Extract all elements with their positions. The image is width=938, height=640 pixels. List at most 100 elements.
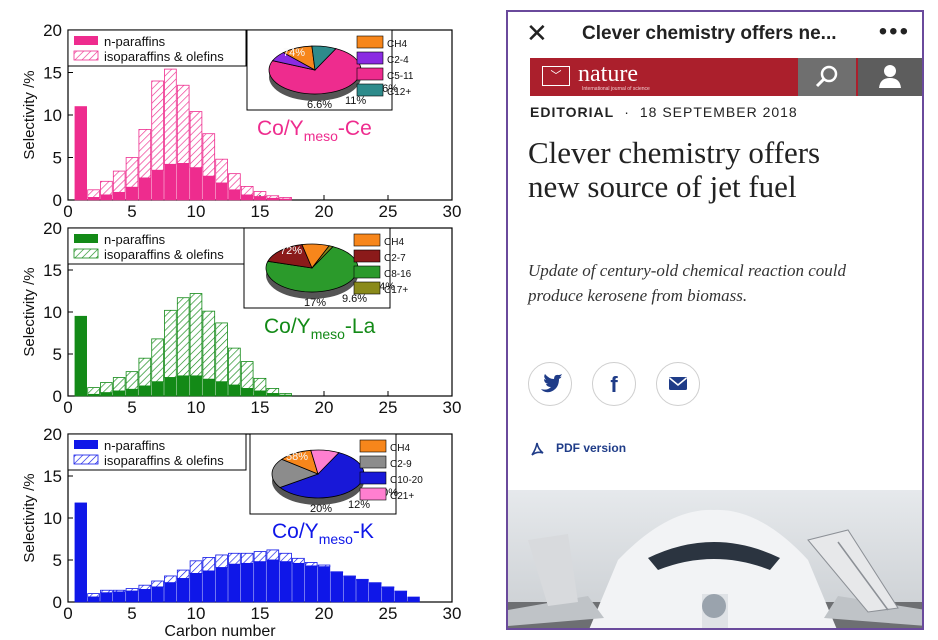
chart-panel-ce: 0 5 10 15 20 0 5 10 15 20 25 30 Selectivity /% n-para… [21,21,461,221]
pie-percent-label: 20% [310,503,332,515]
pie-legend-swatch [353,281,381,295]
x-tick-label: 15 [251,398,270,417]
bar-isoparaffins-olefins [279,552,292,563]
bar-n-paraffins [266,559,279,603]
pie-slice-c2-9 [271,458,320,488]
bar-n-paraffins [100,194,113,201]
x-tick-label: 30 [443,398,462,417]
bar-n-paraffins [100,392,113,397]
y-axis-label: Selectivity /% [21,267,38,356]
pie-legend-swatch [359,439,387,453]
y-tick-label: 20 [43,425,62,444]
legend-label-n-paraffins: n-paraffins [104,438,166,453]
x-tick-label: 5 [127,202,136,221]
bar-isoparaffins-olefins [381,586,395,589]
bar-n-paraffins [292,563,305,603]
phone-screenshot: ✕ Clever chemistry offers ne... ••• ﹀ na… [506,10,924,630]
pie-legend-label: C12+ [387,87,411,98]
legend-swatch-isoparaffins [73,248,99,259]
y-tick-label: 5 [53,551,62,570]
pdf-version-link[interactable]: PDF version [528,440,626,458]
pie-legend-swatch [359,471,387,485]
nature-logo[interactable]: nature [578,61,638,87]
bar-isoparaffins-olefins [87,189,100,198]
pie-legend-swatch [353,249,381,263]
pie-slice-c12plus [311,45,337,71]
bar-n-paraffins [164,377,177,397]
x-tick-label: 0 [63,398,72,417]
bar-n-paraffins [164,582,177,603]
bar-isoparaffins-olefins [176,297,190,377]
account-button[interactable] [858,58,922,96]
page-title: Clever chemistry offers ne... [582,23,837,44]
pie-legend-swatch [356,35,384,49]
x-tick-label: 25 [379,398,398,417]
share-email-button[interactable] [656,362,700,406]
search-button[interactable] [798,58,856,96]
legend-label-n-paraffins: n-paraffins [104,34,166,49]
bar-isoparaffins-olefins [112,377,126,392]
x-tick-label: 25 [379,604,398,623]
bar-n-paraffins [87,596,100,603]
pie-legend-swatch [356,67,384,81]
bar-n-paraffins [113,390,126,397]
bar-n-paraffins [253,196,267,201]
logo-tagline: International journal of science [582,86,650,92]
close-icon[interactable]: ✕ [526,18,548,48]
chart-panel-k: 0 5 10 15 20 0 5 10 15 20 25 30 Selectivity /% Carbon… [21,425,461,640]
bar-isoparaffins-olefins [240,185,254,196]
pie-percent-label: 11% [345,95,366,107]
nature-navbar: ﹀ nature International journal of scienc… [530,58,922,96]
article-hero-photo [508,490,922,628]
bar-isoparaffins-olefins [215,158,228,184]
share-facebook-button[interactable]: f [592,362,636,406]
pie-percent-label: 74% [283,47,305,59]
bar-isoparaffins-olefins [253,191,267,197]
article-kicker: EDITORIAL · 18 SEPTEMBER 2018 [530,104,798,120]
pdf-version-label: PDF version [556,441,627,456]
bar-n-paraffins [241,388,254,397]
pie-legend-swatch [353,265,381,279]
email-icon [668,377,688,390]
pie-legend-label: CH4 [387,39,407,50]
bar-n-paraffins [215,182,228,201]
bar-isoparaffins-olefins [279,393,292,396]
bar-n-paraffins [317,566,331,603]
x-tick-label: 10 [187,604,206,623]
bar-isoparaffins-olefins [151,338,164,383]
bar-n-paraffins [215,381,228,397]
pie-legend-label: C8-16 [384,269,412,280]
y-tick-label: 10 [43,303,62,322]
legend-frame [67,29,247,67]
y-axis-label: Selectivity /% [21,70,38,159]
y-tick-label: 15 [43,64,62,83]
bar-n-paraffins [151,586,164,603]
x-tick-label: 0 [63,604,72,623]
y-tick-label: 15 [43,467,62,486]
x-tick-label: 0 [63,202,72,221]
x-tick-label: 15 [251,202,270,221]
bar-n-paraffins [202,378,215,397]
bar-isoparaffins-olefins [87,387,100,395]
legend-label-isoparaffins: isoparaffins & olefins [104,49,224,64]
y-tick-label: 10 [43,509,62,528]
legend-label-n-paraffins: n-paraffins [104,232,166,247]
bar-n-paraffins [164,164,177,201]
share-twitter-button[interactable] [528,362,572,406]
x-tick-label: 25 [379,202,398,221]
y-tick-label: 0 [53,387,62,406]
bar-n-paraffins [241,563,254,603]
bar-isoparaffins-olefins [228,347,241,386]
bar-isoparaffins-olefins [266,195,280,199]
y-tick-label: 5 [53,149,62,168]
chevron-down-icon[interactable]: ﹀ [542,66,570,86]
bar-isoparaffins-olefins [202,310,216,380]
more-icon[interactable]: ••• [878,18,910,45]
bar-n-paraffins [100,592,113,603]
facebook-icon: f [610,372,618,397]
bar-isoparaffins-olefins [112,589,126,593]
bar-isoparaffins-olefins [138,584,152,590]
